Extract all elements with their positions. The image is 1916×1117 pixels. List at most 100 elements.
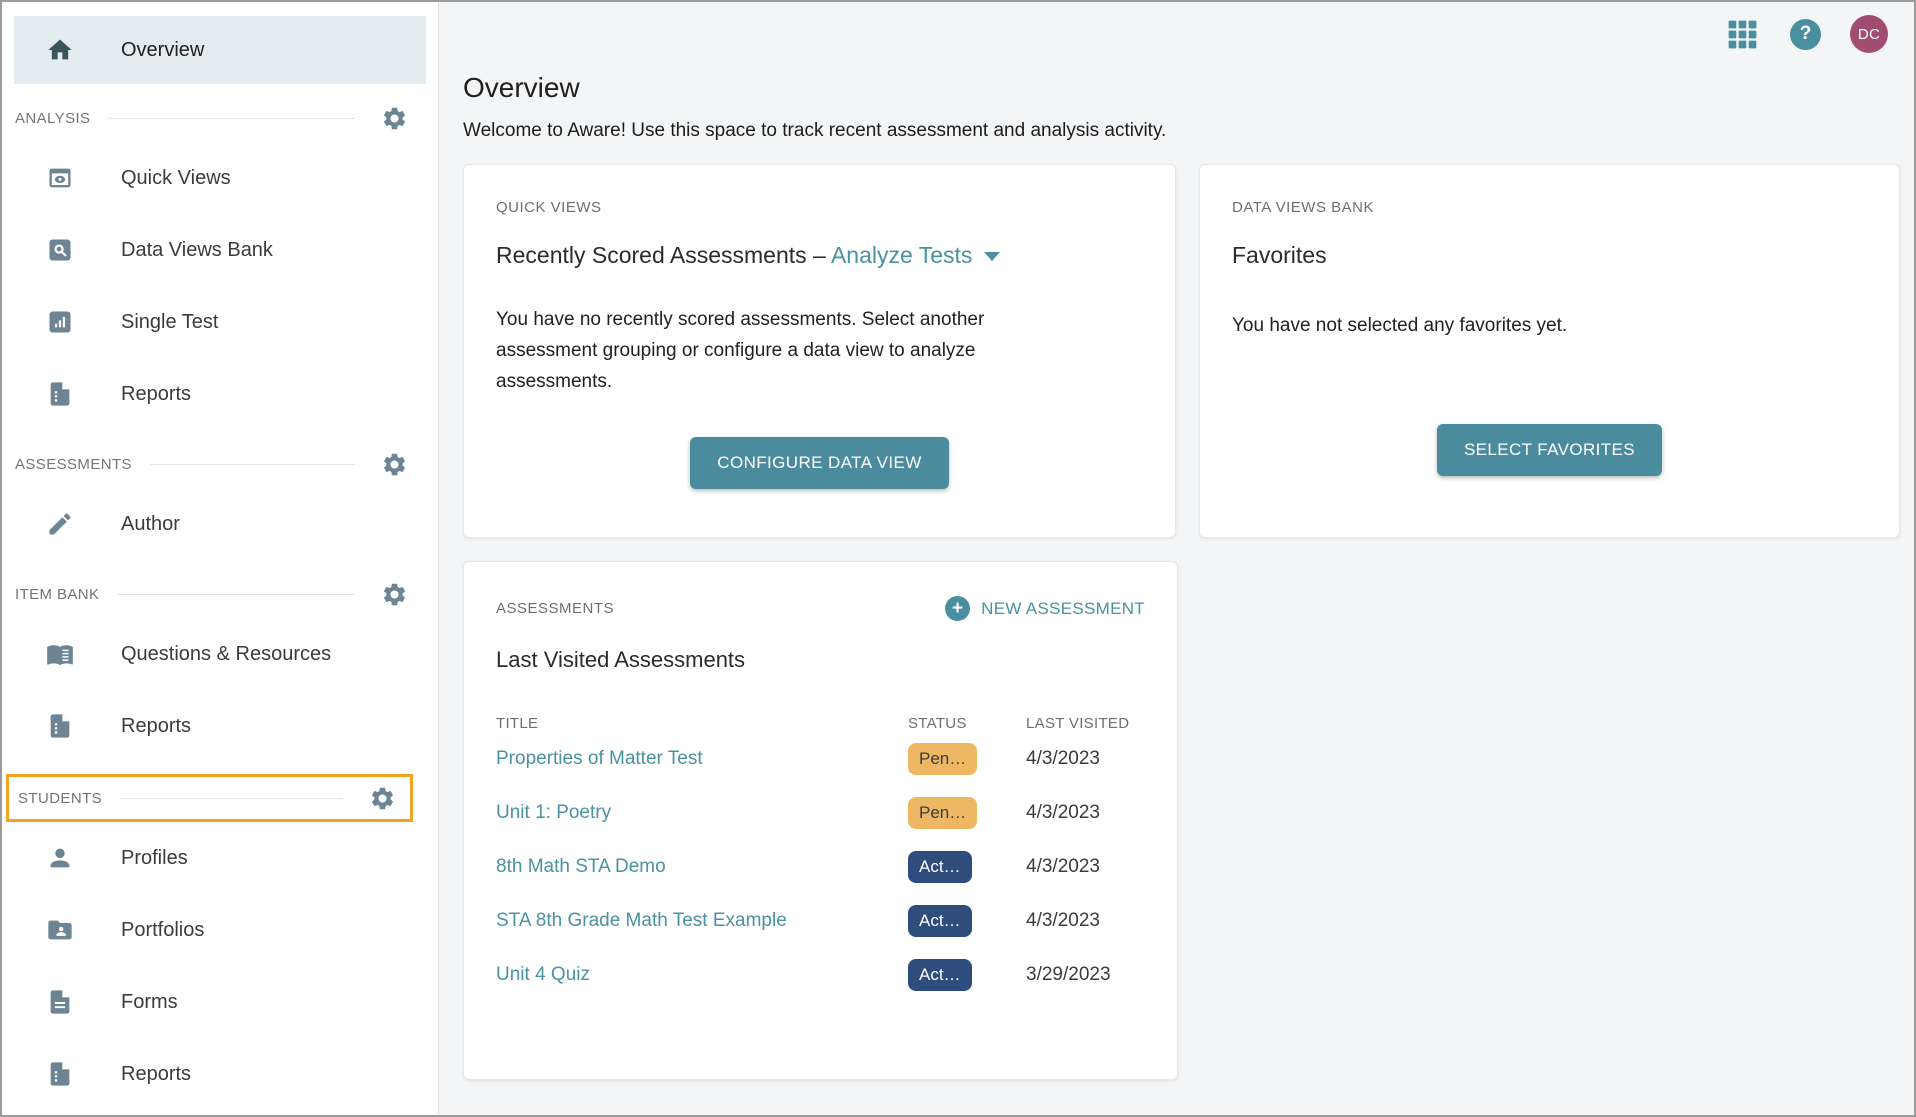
report-document-icon (50, 382, 70, 406)
sidebar-item-portfolios[interactable]: Portfolios (2, 894, 438, 966)
table-row: Properties of Matter Test Pen… 4/3/2023 (496, 732, 1145, 786)
sidebar-section-assessments: ASSESSMENTS (2, 440, 438, 488)
sidebar-item-quick-views[interactable]: Quick Views (2, 142, 438, 214)
card-section-label: QUICK VIEWS (496, 199, 602, 216)
sidebar-item-label: Quick Views (121, 166, 231, 189)
assessment-link[interactable]: Properties of Matter Test (496, 748, 703, 769)
sidebar-item-label: Questions & Resources (121, 642, 332, 665)
sidebar-item-data-views-bank[interactable]: Data Views Bank (2, 214, 438, 286)
table-row: STA 8th Grade Math Test Example Act… 4/3… (496, 894, 1145, 948)
table-row: Unit 4 Quiz Act… 3/29/2023 (496, 948, 1145, 1002)
divider (108, 117, 355, 119)
column-header-title: TITLE (496, 715, 539, 732)
assessments-settings-gear-icon[interactable] (381, 451, 408, 478)
column-header-last-visited: LAST VISITED (1026, 715, 1130, 732)
divider (149, 463, 355, 465)
data-views-bank-card: DATA VIEWS BANK Favorites You have not s… (1198, 164, 1900, 538)
assessment-link[interactable]: 8th Math STA Demo (496, 856, 666, 877)
table-row: Unit 1: Poetry Pen… 4/3/2023 (496, 786, 1145, 840)
card-section-label: ASSESSMENTS (496, 600, 615, 617)
sidebar-item-students-reports[interactable]: Reports (2, 1038, 438, 1110)
open-book-icon (47, 645, 73, 666)
page-title: Overview (463, 72, 580, 103)
sidebar-item-label: Portfolios (121, 918, 205, 941)
analyze-tests-dropdown-link[interactable]: Analyze Tests (830, 242, 973, 268)
status-badge: Pen… (908, 743, 978, 775)
sidebar-section-students-highlighted: STUDENTS (6, 774, 413, 822)
table-header-row: TITLE STATUS LAST VISITED (496, 715, 1145, 732)
pencil-icon (49, 513, 71, 535)
report-document-icon (50, 1062, 70, 1086)
last-visited-date: 4/3/2023 (1026, 856, 1100, 877)
table-row: 8th Math STA Demo Act… 4/3/2023 (496, 840, 1145, 894)
sidebar-item-overview[interactable]: Overview (14, 16, 426, 84)
last-visited-title: Last Visited Assessments (496, 647, 746, 672)
sidebar-item-questions-resources[interactable]: Questions & Resources (2, 618, 438, 690)
help-icon[interactable] (1790, 18, 1821, 50)
assessment-link[interactable]: Unit 1: Poetry (496, 802, 612, 823)
page-subtitle: Welcome to Aware! Use this space to trac… (463, 120, 1167, 141)
status-badge: Act… (908, 851, 972, 883)
sidebar-item-label: Profiles (121, 846, 188, 869)
favorites-empty-message: You have not selected any favorites yet. (1231, 315, 1568, 336)
sidebar-item-label: Forms (121, 990, 178, 1013)
quick-views-card: QUICK VIEWS Recently Scored Assessments … (463, 164, 1176, 538)
divider (120, 797, 343, 799)
section-label: ANALYSIS (15, 109, 91, 127)
configure-data-view-button[interactable]: CONFIGURE DATA VIEW (690, 437, 949, 490)
apps-grid-icon[interactable] (1724, 16, 1761, 53)
sidebar-item-label: Data Views Bank (121, 238, 273, 261)
topbar: DC (463, 2, 1900, 66)
quick-views-icon (49, 168, 71, 188)
item-bank-settings-gear-icon[interactable] (381, 581, 408, 608)
status-badge: Act… (908, 905, 972, 937)
chevron-down-icon[interactable] (984, 252, 1001, 262)
sidebar: Overview ANALYSIS Quick Views Data Views… (2, 2, 439, 1115)
bar-chart-square-icon (49, 311, 71, 333)
divider (117, 593, 355, 595)
sidebar-item-author[interactable]: Author (2, 488, 438, 560)
students-settings-gear-icon[interactable] (369, 785, 396, 812)
card-title-text: Recently Scored Assessments – (496, 242, 826, 268)
cards-row: QUICK VIEWS Recently Scored Assessments … (463, 164, 1900, 538)
last-visited-date: 4/3/2023 (1026, 748, 1100, 769)
last-visited-date: 4/3/2023 (1026, 802, 1100, 823)
analysis-settings-gear-icon[interactable] (381, 105, 408, 132)
person-icon (50, 848, 70, 868)
card-section-label: DATA VIEWS BANK (1231, 199, 1374, 216)
home-icon (48, 39, 72, 60)
report-document-icon (50, 714, 70, 738)
last-visited-date: 4/3/2023 (1026, 910, 1100, 931)
new-assessment-button[interactable]: NEW ASSESSMENT (945, 596, 1145, 621)
sidebar-item-profiles[interactable]: Profiles (2, 822, 438, 894)
sidebar-item-forms[interactable]: Forms (2, 966, 438, 1038)
sidebar-item-label: Overview (121, 38, 205, 61)
column-header-status: STATUS (908, 715, 967, 732)
assessments-card-header: ASSESSMENTS NEW ASSESSMENT (496, 596, 1145, 621)
sidebar-item-label: Reports (121, 382, 192, 405)
status-badge: Pen… (908, 797, 978, 829)
sidebar-section-analysis: ANALYSIS (2, 94, 438, 142)
quick-views-empty-message: You have no recently scored assessments.… (496, 309, 985, 392)
select-favorites-button[interactable]: SELECT FAVORITES (1436, 423, 1663, 476)
section-label: ITEM BANK (15, 585, 100, 603)
section-label: ASSESSMENTS (15, 455, 132, 473)
sidebar-item-single-test[interactable]: Single Test (2, 286, 438, 358)
document-lines-icon (50, 990, 70, 1014)
assessment-link[interactable]: Unit 4 Quiz (496, 964, 590, 985)
favorites-card-title: Favorites (1231, 242, 1327, 268)
sidebar-item-analysis-reports[interactable]: Reports (2, 358, 438, 430)
assessments-card: ASSESSMENTS NEW ASSESSMENT Last Visited … (463, 561, 1178, 1080)
main-content: DC Overview Welcome to Aware! Use this s… (440, 2, 1914, 1115)
sidebar-item-item-bank-reports[interactable]: Reports (2, 690, 438, 762)
sidebar-item-label: Reports (121, 1062, 192, 1085)
plus-circle-icon (945, 596, 971, 621)
sidebar-item-label: Author (121, 512, 180, 535)
section-label: STUDENTS (18, 789, 103, 807)
folder-person-icon (48, 920, 72, 940)
assessment-link[interactable]: STA 8th Grade Math Test Example (496, 910, 787, 931)
avatar[interactable]: DC (1850, 15, 1888, 53)
status-badge: Act… (908, 959, 972, 991)
sidebar-item-label: Reports (121, 714, 192, 737)
